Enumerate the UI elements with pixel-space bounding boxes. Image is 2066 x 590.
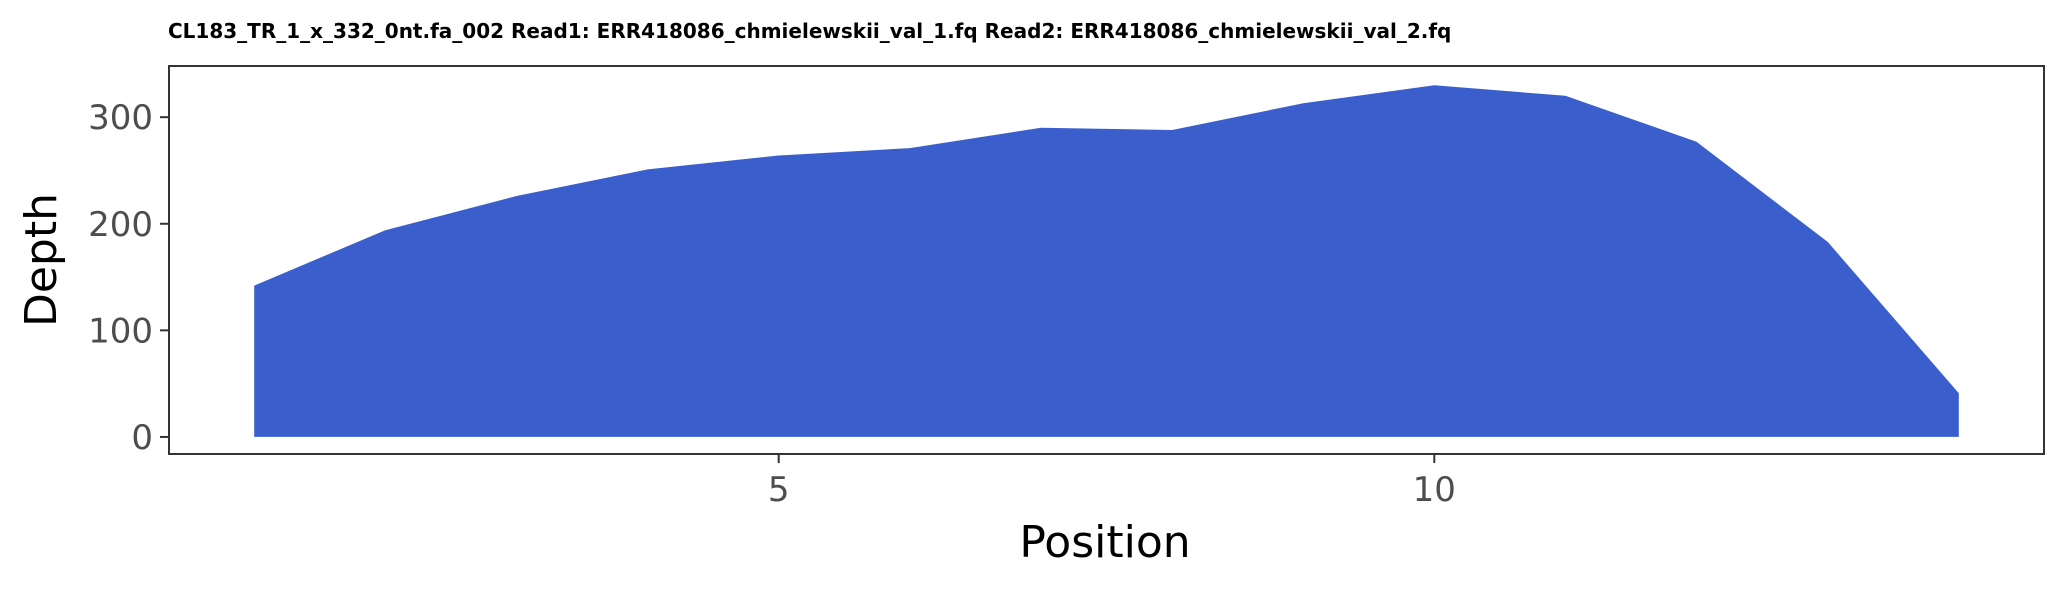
x-tick-label: 5 [768,470,790,510]
chart-title: CL183_TR_1_x_332_0nt.fa_002 Read1: ERR41… [168,19,1451,43]
x-axis-title: Position [1019,517,1190,568]
depth-area [254,85,1959,437]
x-tick-label: 10 [1413,470,1456,510]
y-tick-label: 0 [131,418,153,458]
y-tick-label: 100 [88,311,153,351]
plot-panel-border [168,65,2045,455]
y-axis-title: Depth [16,193,67,327]
y-tick-label: 300 [88,98,153,138]
y-tick-label: 200 [88,205,153,245]
y-axis: 0 100 200 300 [88,98,169,458]
x-axis: 5 10 [768,454,1456,510]
